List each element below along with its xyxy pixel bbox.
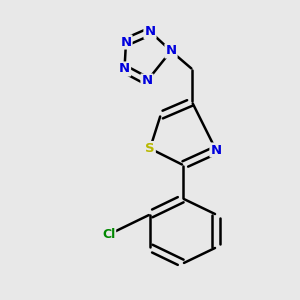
Text: Cl: Cl xyxy=(102,228,115,241)
Text: N: N xyxy=(210,143,222,157)
Text: N: N xyxy=(119,62,130,76)
Text: N: N xyxy=(141,74,153,88)
Text: S: S xyxy=(145,142,155,155)
Text: N: N xyxy=(165,44,177,58)
Text: N: N xyxy=(144,25,156,38)
Text: N: N xyxy=(120,35,132,49)
